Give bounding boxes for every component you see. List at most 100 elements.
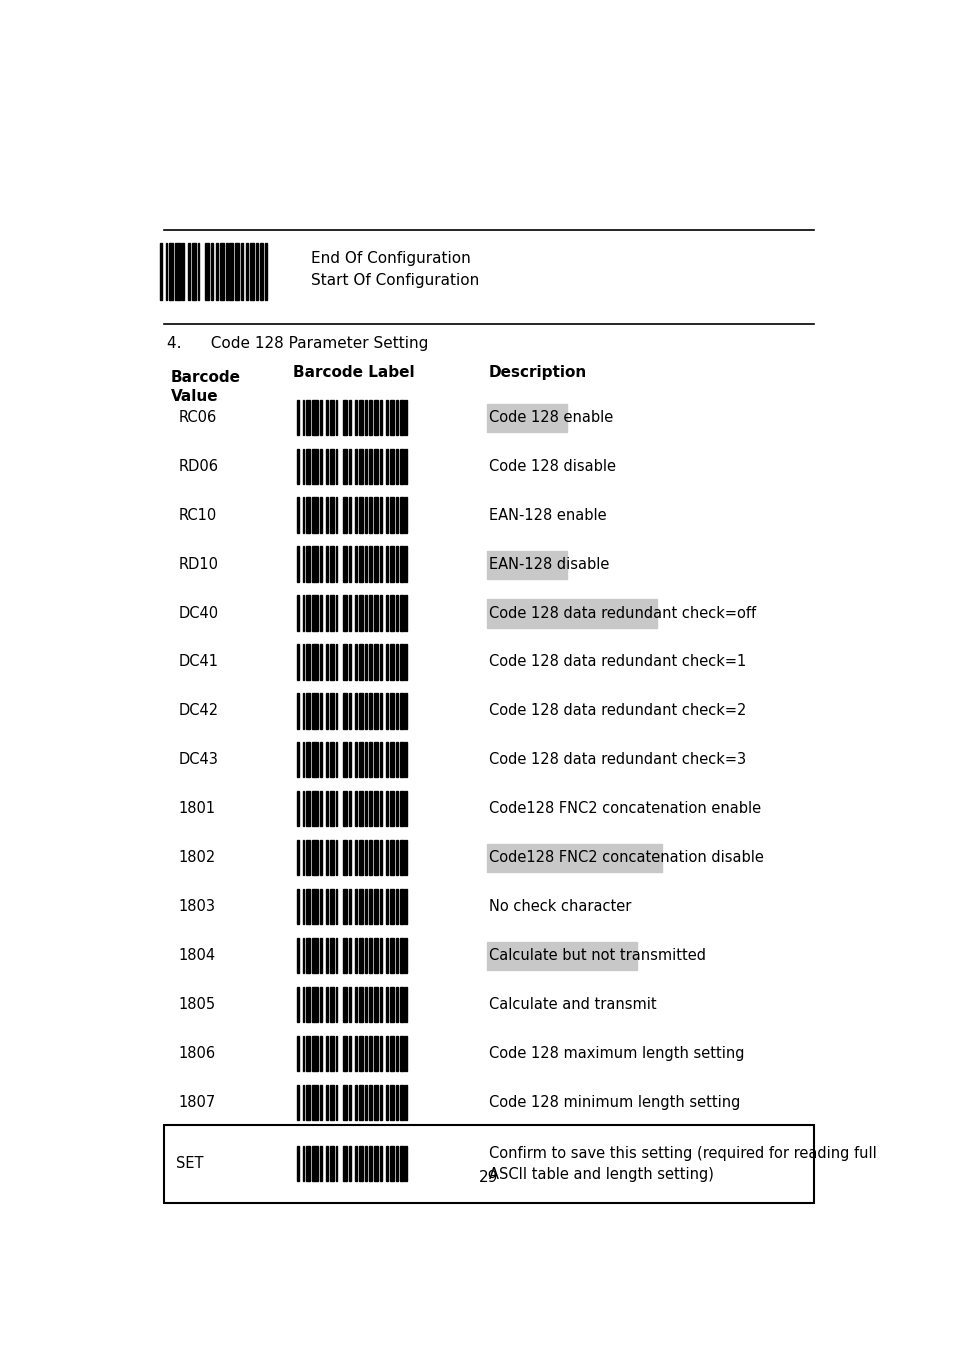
Bar — [349, 1084, 351, 1119]
Bar — [312, 498, 317, 533]
Bar — [374, 449, 378, 484]
Bar — [174, 243, 180, 300]
Bar — [302, 449, 304, 484]
Text: Code128 FNC2 concatenation enable: Code128 FNC2 concatenation enable — [488, 802, 760, 817]
Bar — [405, 546, 407, 581]
Bar — [368, 498, 372, 533]
Bar — [302, 791, 304, 826]
Bar — [395, 1036, 397, 1071]
Bar — [355, 840, 356, 875]
Bar — [386, 742, 388, 777]
Bar — [302, 1084, 304, 1119]
Bar — [380, 987, 382, 1022]
Bar — [374, 645, 378, 680]
Text: DC42: DC42 — [178, 703, 218, 718]
Text: RD10: RD10 — [178, 557, 218, 572]
Bar — [364, 1146, 366, 1182]
Text: Code 128 data redundant check=off: Code 128 data redundant check=off — [488, 606, 756, 621]
Bar — [386, 595, 388, 630]
Bar — [335, 840, 337, 875]
Bar — [355, 546, 356, 581]
Bar — [335, 888, 337, 925]
Bar — [405, 888, 407, 925]
Bar — [335, 938, 337, 973]
Bar — [386, 449, 388, 484]
Bar — [160, 243, 162, 300]
Bar — [343, 840, 347, 875]
Bar — [355, 400, 356, 435]
Bar — [390, 645, 394, 680]
Bar — [486, 844, 661, 872]
Bar — [330, 1146, 334, 1182]
Bar — [386, 1146, 388, 1182]
Bar — [390, 595, 394, 630]
Bar — [306, 938, 310, 973]
Bar — [355, 888, 356, 925]
Bar — [330, 888, 334, 925]
Bar — [302, 645, 304, 680]
Bar — [374, 987, 378, 1022]
Text: SET: SET — [175, 1156, 203, 1171]
Bar — [312, 791, 317, 826]
Bar — [265, 243, 267, 300]
Bar — [330, 694, 334, 729]
Bar — [343, 1084, 347, 1119]
Bar — [395, 1084, 397, 1119]
Bar — [349, 400, 351, 435]
Bar — [368, 595, 372, 630]
Bar — [399, 1036, 403, 1071]
Bar — [326, 449, 328, 484]
Bar — [390, 449, 394, 484]
Bar — [374, 400, 378, 435]
Text: 1805: 1805 — [178, 996, 215, 1011]
Bar — [399, 595, 403, 630]
Bar — [395, 694, 397, 729]
Text: DC43: DC43 — [178, 752, 218, 768]
Text: RC10: RC10 — [178, 507, 216, 523]
Bar — [164, 1125, 813, 1203]
Bar — [306, 498, 310, 533]
Bar — [380, 1036, 382, 1071]
Bar — [358, 791, 362, 826]
Bar — [380, 498, 382, 533]
Bar — [358, 1036, 362, 1071]
Bar — [364, 645, 366, 680]
Bar — [330, 595, 334, 630]
Text: Code 128 maximum length setting: Code 128 maximum length setting — [488, 1046, 743, 1061]
Bar — [386, 645, 388, 680]
Bar — [405, 791, 407, 826]
Bar — [326, 840, 328, 875]
Bar — [395, 400, 397, 435]
Bar — [486, 404, 566, 431]
Bar — [355, 791, 356, 826]
Bar — [312, 546, 317, 581]
Bar — [330, 449, 334, 484]
Bar — [349, 791, 351, 826]
Bar — [319, 546, 321, 581]
Bar — [405, 400, 407, 435]
Bar — [380, 888, 382, 925]
Bar — [326, 694, 328, 729]
Bar — [306, 449, 310, 484]
Bar — [335, 449, 337, 484]
Bar — [343, 888, 347, 925]
Bar — [390, 400, 394, 435]
Bar — [330, 840, 334, 875]
Bar — [296, 400, 298, 435]
Text: 1806: 1806 — [178, 1046, 215, 1061]
Bar — [395, 938, 397, 973]
Bar — [380, 595, 382, 630]
Bar — [255, 243, 257, 300]
Bar — [364, 938, 366, 973]
Bar — [395, 546, 397, 581]
Bar — [197, 243, 199, 300]
Bar — [380, 546, 382, 581]
Bar — [386, 498, 388, 533]
Bar — [343, 742, 347, 777]
Bar — [368, 546, 372, 581]
Bar — [319, 888, 321, 925]
Bar — [335, 1084, 337, 1119]
Bar — [380, 1084, 382, 1119]
Bar — [395, 1146, 397, 1182]
Bar — [368, 888, 372, 925]
